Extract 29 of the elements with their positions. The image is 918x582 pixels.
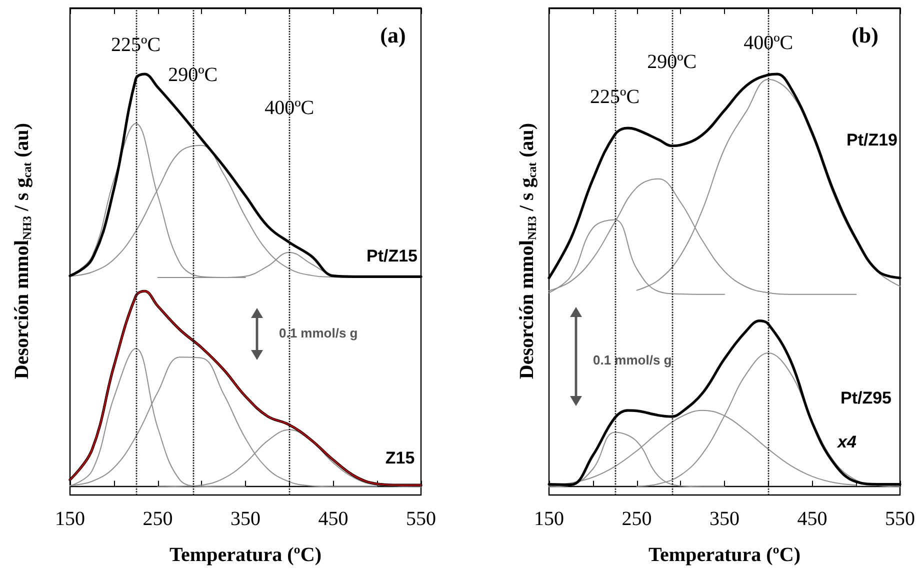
- x-tick-label: 150: [55, 508, 85, 530]
- text: (b): [852, 22, 878, 48]
- ref-line-label: 225ºC: [590, 86, 640, 108]
- ref-line-label: 290ºC: [168, 64, 218, 86]
- ref-line-label: 400ºC: [264, 97, 314, 119]
- y-axis-title: Desorción mmolNH3 / s gcat (au): [11, 122, 34, 380]
- x-tick-label: 350: [710, 508, 740, 530]
- series-label: Z15: [385, 448, 415, 468]
- x-tick-label: 250: [622, 508, 652, 530]
- series-label: Pt/Z95: [840, 388, 892, 408]
- text: (a): [380, 22, 406, 48]
- ref-line-label: 290ºC: [647, 51, 697, 73]
- annotation: x4: [836, 432, 857, 452]
- x-tick-label: 450: [797, 508, 828, 530]
- ref-line-label: 225ºC: [111, 34, 161, 56]
- ref-line-label: 400ºC: [744, 32, 794, 54]
- x-axis-title: Temperatura (ºC): [648, 544, 800, 566]
- annotation: 0.1 mmol/s g: [279, 326, 358, 340]
- x-tick-label: 250: [142, 508, 173, 530]
- x-tick-label: 550: [885, 508, 915, 530]
- series-label: Pt/Z15: [366, 246, 418, 266]
- x-tick-label: 350: [230, 508, 260, 530]
- y-axis-title: Desorción mmolNH3 / s gcat (au): [516, 122, 539, 380]
- x-tick-label: 150: [534, 508, 564, 530]
- series-label: Pt/Z19: [846, 130, 898, 150]
- x-tick-label: 450: [318, 508, 348, 530]
- x-axis-title: Temperatura (ºC): [170, 544, 322, 566]
- x-tick-label: 550: [406, 508, 436, 530]
- annotation: 0.1 mmol/s g: [593, 352, 672, 368]
